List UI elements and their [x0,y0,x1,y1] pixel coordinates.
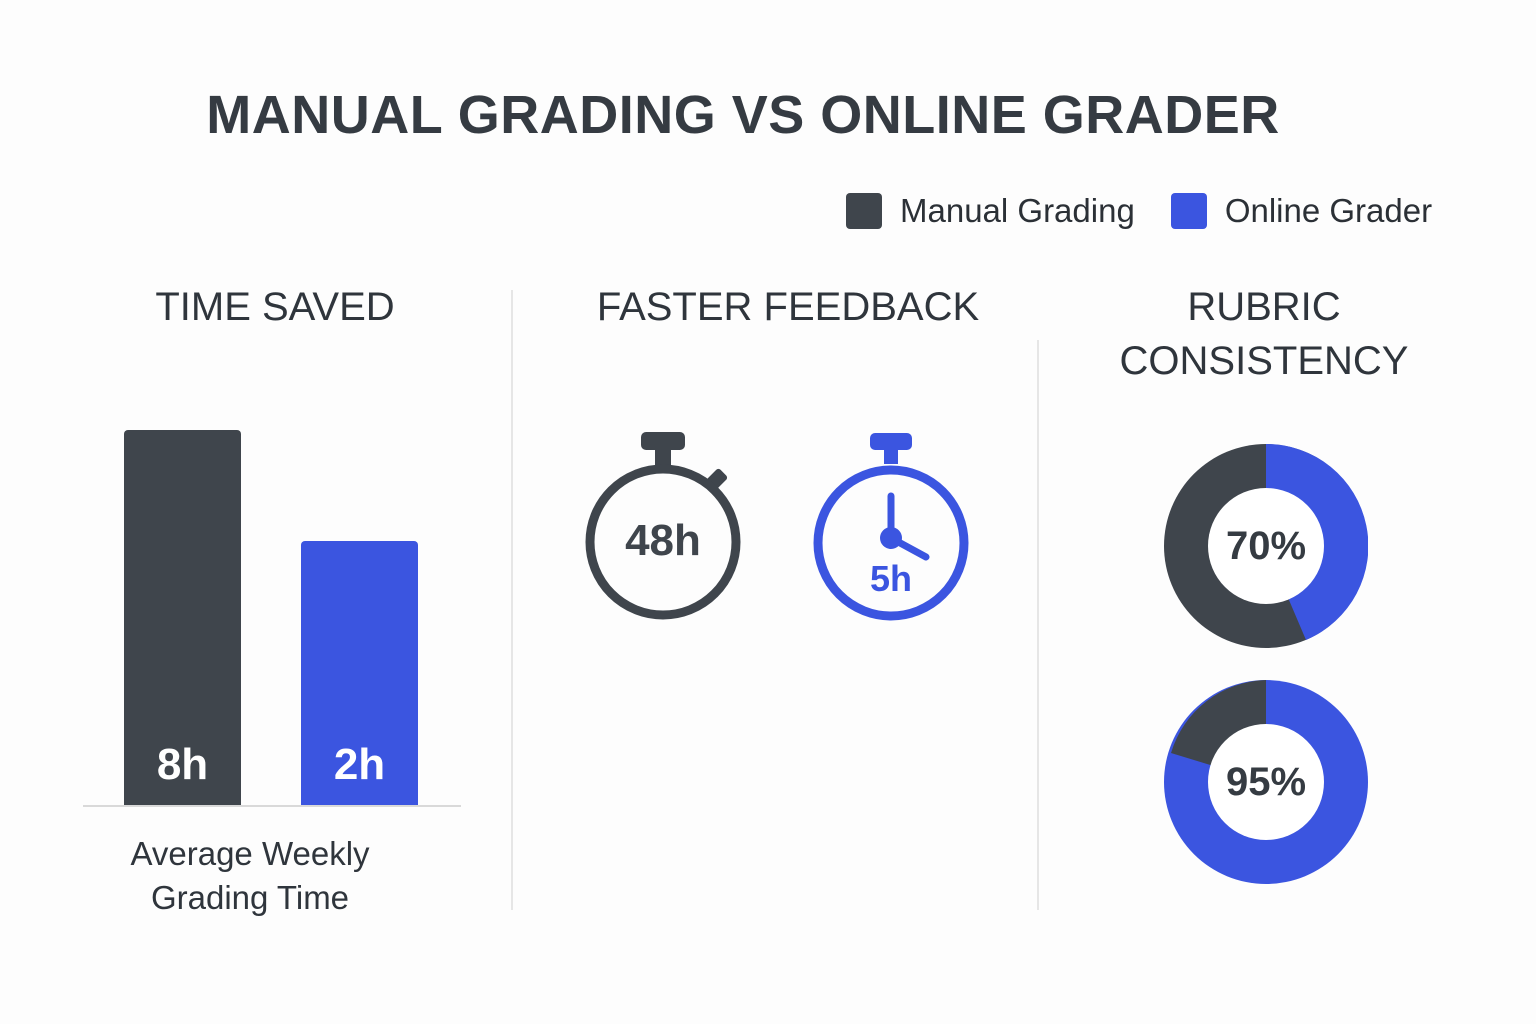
legend-item-manual: Manual Grading [846,192,1135,230]
caption-line-1: Average Weekly [130,835,370,872]
legend-label-manual: Manual Grading [900,192,1135,229]
stopwatch-manual: 48h [580,430,750,626]
legend-item-online: Online Grader [1170,192,1433,230]
donut-manual: 70% [1164,443,1369,648]
donut-chart-manual [1164,443,1369,648]
panel-title-time-saved: TIME SAVED [155,285,395,329]
bar-label-online: 2h [333,740,386,789]
divider-right [1037,340,1039,910]
online-swatch-icon [1170,193,1207,229]
panel-title-rubric-consistency: RUBRIC CONSISTENCY [1064,280,1464,388]
donut-chart-online [1164,680,1368,884]
bar-manual: 8h [124,430,241,806]
legend: Manual Grading Online Grader [846,192,1468,230]
bar-label-manual: 8h [156,740,209,789]
chart-title: MANUAL GRADING VS ONLINE GRADER [206,85,1280,145]
manual-swatch-icon [846,193,882,229]
legend-label-online: Online Grader [1224,192,1433,229]
donut-label-online: 95% [1225,760,1307,804]
rubric-title-line-1: RUBRIC [1187,285,1341,329]
bar-online: 2h [301,541,418,806]
rubric-title-line-2: CONSISTENCY [1119,339,1409,383]
stopwatch-icon [585,432,741,620]
x-axis-line [83,805,461,807]
donut-label-manual: 70% [1225,524,1307,568]
feedback-label-online: 5h [869,558,912,599]
clock-stopwatch-icon [813,433,969,621]
caption-line-2: Grading Time [150,879,350,916]
bar-caption: Average Weekly Grading Time [50,832,450,920]
panel-title-faster-feedback: FASTER FEEDBACK [596,285,980,329]
donut-online: 95% [1164,680,1368,884]
feedback-label-manual: 48h [625,516,701,565]
divider-left [511,290,513,910]
stopwatch-online: 5h [808,430,978,626]
